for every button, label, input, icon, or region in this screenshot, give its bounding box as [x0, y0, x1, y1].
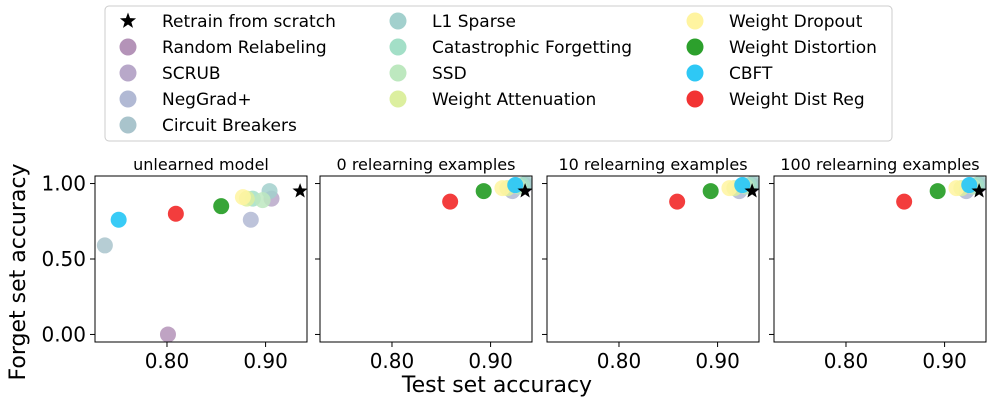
legend-item-neggrad: NegGrad+ [119, 90, 252, 110]
legend-marker [686, 90, 704, 108]
legend-item-weight-dist-reg: Weight Dist Reg [686, 90, 865, 110]
legend-label: Random Relabeling [162, 38, 327, 58]
legend-item-weight-attenuation: Weight Attenuation [389, 90, 596, 110]
x-axis-label: Test set accuracy [401, 373, 592, 398]
y-axis-label: Forget set accuracy [6, 164, 31, 381]
x-tick-label: 0.90 [695, 349, 740, 373]
legend-label: L1 Sparse [432, 12, 516, 32]
legend-item-catastrophic-forgetting: Catastrophic Forgetting [389, 38, 632, 58]
data-point-weight-dist-reg [167, 205, 184, 222]
panel-frame [319, 175, 533, 343]
legend-item-ssd: SSD [389, 64, 467, 84]
data-point-cbft [110, 211, 127, 228]
data-point-retrain [971, 183, 986, 198]
legend-label: Weight Dropout [729, 12, 863, 32]
legend-label: Weight Attenuation [432, 90, 596, 110]
x-tick-label: 0.80 [145, 349, 190, 373]
legend-label: Circuit Breakers [162, 116, 297, 136]
panel-frame [773, 175, 987, 343]
data-point-weight-distortion [213, 198, 230, 215]
x-tick-label: 0.90 [922, 349, 967, 373]
data-point-circuit-breakers [96, 237, 113, 254]
data-points [442, 176, 532, 210]
data-point-weight-distortion [929, 183, 946, 200]
data-point-weight-dropout [234, 189, 251, 206]
data-point-ssd [254, 192, 271, 209]
data-points [669, 176, 759, 210]
data-point-retrain [292, 183, 307, 198]
legend-label: Catastrophic Forgetting [432, 38, 632, 58]
panel-title: 100 relearning examples [780, 155, 979, 174]
data-point-weight-dist-reg [896, 193, 913, 210]
data-point-neggrad [242, 211, 259, 228]
legend-item-l1-sparse: L1 Sparse [389, 12, 516, 32]
legend-label: SCRUB [162, 64, 221, 84]
panel-title: 0 relearning examples [337, 155, 516, 174]
legend-marker [119, 90, 137, 108]
panel-1: unlearned model 0.80 0.90 0.00 0.50 1.00 [41, 155, 308, 373]
data-point-weight-dist-reg [669, 193, 686, 210]
legend-marker [119, 116, 137, 134]
x-tick-label: 0.80 [370, 349, 415, 373]
panel-frame [546, 175, 760, 343]
legend-marker [119, 38, 137, 56]
legend-label: Weight Distortion [729, 38, 877, 58]
data-point-weight-distortion [475, 183, 492, 200]
panel-3: 10 relearning examples 0.80 0.90 [542, 155, 760, 373]
legend-item-weight-distortion: Weight Distortion [686, 38, 877, 58]
legend-marker [389, 64, 407, 82]
legend-marker [389, 12, 407, 30]
legend: Retrain from scratch Random Relabeling SCR… [104, 5, 893, 142]
y-tick-label: 0.00 [41, 322, 86, 346]
panel-2: 0 relearning examples 0.80 0.90 [315, 155, 533, 373]
legend-item-random-relabeling: Random Relabeling [119, 38, 327, 58]
data-points [896, 176, 986, 210]
legend-item-scrub: SCRUB [119, 64, 221, 84]
data-points [96, 183, 307, 342]
legend-label: Retrain from scratch [162, 12, 336, 32]
panel-title: unlearned model [133, 155, 269, 174]
data-point-random-relabeling [159, 326, 176, 342]
panel-4: 100 relearning examples 0.80 0.90 [769, 155, 987, 373]
legend-item-weight-dropout: Weight Dropout [686, 12, 863, 32]
x-tick-label: 0.80 [824, 349, 869, 373]
y-tick-label: 0.50 [41, 247, 86, 271]
legend-marker [389, 38, 407, 56]
legend-item-cbft: CBFT [686, 64, 773, 84]
data-point-weight-dist-reg [442, 193, 459, 210]
legend-marker [389, 90, 407, 108]
legend-item-circuit-breakers: Circuit Breakers [119, 116, 297, 136]
x-tick-label: 0.90 [468, 349, 513, 373]
x-tick-label: 0.90 [243, 349, 288, 373]
legend-item-retrain: Retrain from scratch [119, 12, 336, 32]
legend-marker [686, 12, 704, 30]
data-point-retrain [744, 183, 759, 198]
legend-label: SSD [432, 64, 467, 84]
data-point-weight-dropout [494, 180, 511, 197]
panel-title: 10 relearning examples [558, 155, 747, 174]
x-tick-label: 0.80 [597, 349, 642, 373]
legend-marker [686, 64, 704, 82]
data-point-weight-distortion [702, 183, 719, 200]
data-point-weight-dropout [948, 180, 965, 197]
legend-marker [119, 64, 137, 82]
data-point-weight-dropout [721, 180, 738, 197]
data-point-retrain [517, 183, 532, 198]
legend-label: CBFT [729, 64, 773, 84]
y-tick-label: 1.00 [41, 172, 86, 196]
legend-marker-star [119, 12, 137, 28]
panels: unlearned model 0.80 0.90 0.00 0.50 1.00 0 rel… [41, 155, 987, 373]
legend-label: Weight Dist Reg [729, 90, 865, 110]
legend-marker [686, 38, 704, 56]
legend-label: NegGrad+ [162, 90, 252, 110]
